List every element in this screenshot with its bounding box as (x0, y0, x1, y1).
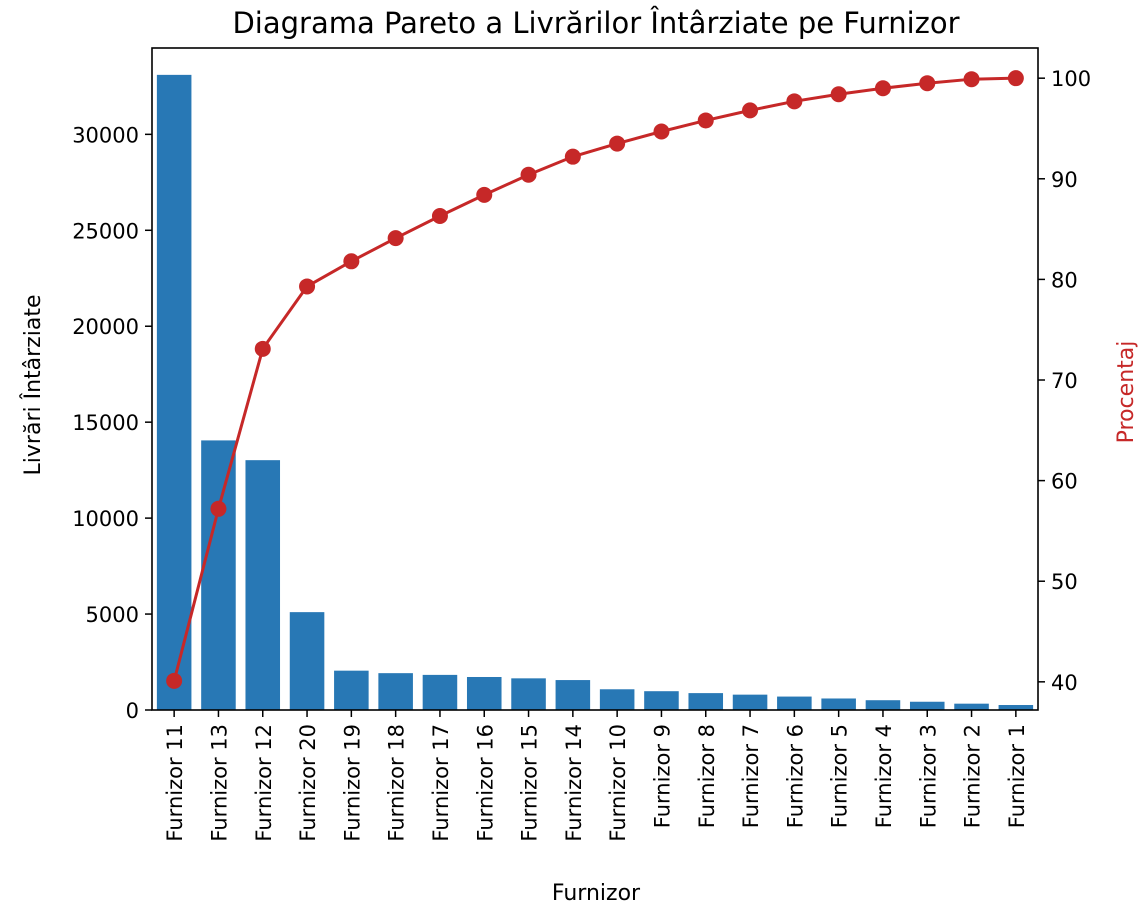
cumulative-point-9 (564, 148, 581, 165)
y2-tick-label-5: 90 (1051, 168, 1078, 192)
x-tick-label-10: Furnizor 10 (606, 724, 630, 842)
cumulative-line (172, 76, 1016, 682)
bar-0 (156, 74, 192, 710)
x-tick-label-3: Furnizor 20 (296, 724, 320, 842)
bar-17 (909, 701, 945, 710)
x-tick-label-1: Furnizor 13 (207, 724, 231, 842)
y-tick-label-6: 30000 (72, 123, 139, 147)
cumulative-point-1 (210, 500, 227, 517)
bar-13 (732, 694, 768, 710)
y2-tick-label-6: 100 (1051, 67, 1091, 91)
bar-19 (998, 705, 1034, 710)
plot-frame (151, 47, 1039, 711)
y-tick-label-3: 15000 (72, 411, 139, 435)
cumulative-point-17 (919, 75, 936, 92)
x-tick-label-13: Furnizor 7 (739, 724, 763, 828)
bar-3 (289, 612, 325, 710)
cumulative-line-group (166, 70, 1024, 689)
cumulative-point-14 (786, 93, 803, 110)
y-tick-label-1: 5000 (86, 603, 139, 627)
bar-1 (201, 440, 236, 710)
bar-11 (644, 691, 679, 710)
x-tick-label-15: Furnizor 5 (828, 724, 852, 828)
x-tick-label-5: Furnizor 18 (385, 724, 409, 842)
x-tick-label-17: Furnizor 3 (916, 724, 940, 828)
x-axis-label: Furnizor (552, 881, 641, 906)
y-right-axis: 40 50 60 70 80 90 100 (1038, 67, 1091, 695)
cumulative-point-2 (254, 340, 271, 357)
x-tick-label-11: Furnizor 9 (650, 724, 674, 828)
x-tick-label-19: Furnizor 1 (1005, 724, 1029, 828)
bars-group (156, 74, 1034, 710)
bar-15 (821, 698, 856, 710)
bar-14 (777, 696, 812, 710)
bar-4 (334, 670, 369, 710)
bar-18 (954, 703, 989, 710)
y-axis-label: Livrări Întârziate (20, 295, 46, 476)
x-tick-label-4: Furnizor 19 (340, 724, 364, 842)
cumulative-point-18 (963, 71, 980, 88)
x-tick-label-16: Furnizor 4 (872, 724, 896, 828)
x-tick-label-18: Furnizor 2 (961, 724, 985, 828)
x-tick-label-0: Furnizor 11 (163, 724, 187, 842)
cumulative-point-4 (343, 253, 360, 270)
y2-axis-label: Procentaj (1114, 341, 1139, 444)
y-tick-label-2: 10000 (72, 507, 139, 531)
cumulative-point-8 (520, 166, 537, 183)
y-tick-label-5: 25000 (72, 219, 139, 243)
x-tick-label-2: Furnizor 12 (252, 724, 276, 842)
x-axis: Furnizor 11 Furnizor 13 Furnizor 12 Furnizo… (163, 710, 1029, 842)
bar-8 (511, 678, 546, 710)
cumulative-point-16 (874, 80, 891, 97)
cumulative-point-11 (653, 123, 670, 140)
y-tick-label-0: 0 (126, 699, 139, 723)
y2-tick-label-2: 60 (1051, 470, 1078, 494)
bar-16 (865, 700, 901, 710)
bar-10 (599, 689, 635, 710)
cumulative-point-3 (299, 278, 316, 295)
cumulative-point-6 (431, 208, 448, 225)
cumulative-point-0 (166, 672, 183, 689)
bar-9 (555, 680, 591, 710)
bar-7 (466, 676, 502, 710)
x-tick-label-14: Furnizor 6 (783, 724, 807, 828)
cumulative-point-5 (387, 230, 404, 247)
y2-tick-label-4: 80 (1051, 268, 1078, 292)
bar-12 (688, 693, 724, 710)
cumulative-point-13 (742, 102, 759, 119)
chart-title: Diagrama Pareto a Livrărilor Întârziate … (232, 6, 959, 40)
x-tick-label-7: Furnizor 16 (473, 724, 497, 842)
bar-6 (422, 674, 458, 710)
cumulative-point-19 (1007, 70, 1024, 87)
cumulative-point-15 (830, 86, 847, 103)
bar-5 (378, 673, 413, 710)
bar-2 (245, 460, 281, 710)
y2-tick-label-1: 50 (1051, 570, 1078, 594)
y-tick-label-4: 20000 (72, 315, 139, 339)
x-tick-label-6: Furnizor 17 (429, 724, 453, 842)
cumulative-point-7 (476, 186, 493, 203)
x-tick-label-12: Furnizor 8 (695, 724, 719, 828)
y2-tick-label-3: 70 (1051, 369, 1078, 393)
x-tick-label-8: Furnizor 15 (518, 724, 542, 842)
cumulative-point-12 (697, 112, 714, 129)
cumulative-point-10 (609, 135, 626, 152)
y-left-axis: 0 5000 10000 15000 20000 25000 30000 (72, 123, 152, 723)
y2-tick-label-0: 40 (1051, 671, 1078, 695)
x-tick-label-9: Furnizor 14 (562, 724, 586, 842)
